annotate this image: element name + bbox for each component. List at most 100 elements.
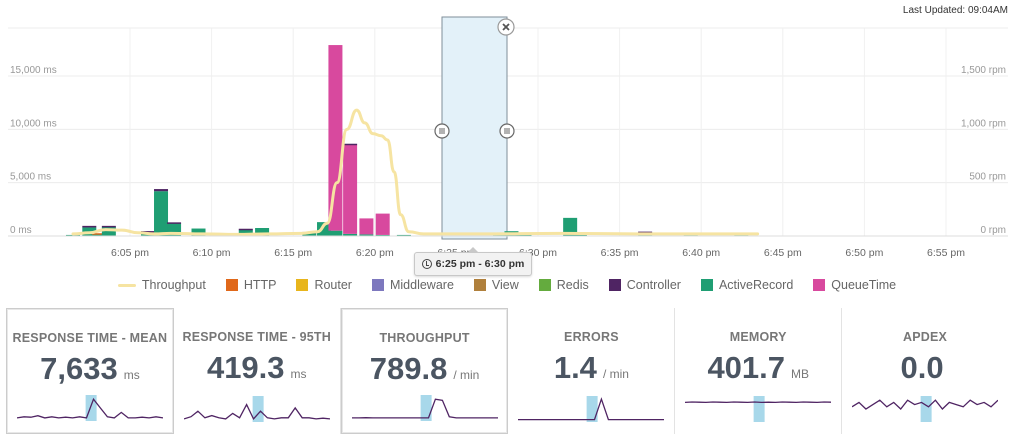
sparkline-highlight [920,396,932,422]
metric-panel-response-time-mean[interactable]: RESPONSE TIME - MEAN 7,633 ms [6,308,174,434]
chart-bar-ar[interactable] [154,191,169,236]
sparkline-path [351,398,498,419]
panel-value: 1.4 [553,350,597,385]
chart-bar-ctrl[interactable] [238,228,253,231]
x-axis-label: 6:50 pm [845,247,883,259]
chart-bar-qt[interactable] [343,144,358,234]
legend-item-http[interactable]: HTTP [225,276,276,294]
panel-title: MEMORY [729,330,787,344]
panel-unit: MB [791,367,810,381]
panel-value-row: 789.8 / min [342,351,508,387]
selection-handle-left[interactable] [434,123,450,139]
legend-swatch [813,279,826,291]
chart-bar-ar[interactable] [359,234,374,236]
y-axis-left-label: 5,000 ms [10,172,51,183]
legend-item-middleware[interactable]: Middleware [371,276,454,294]
panel-value-row: 7,633 ms [7,351,173,387]
x-axis-label: 6:40 pm [682,247,720,259]
chart-bar-ctrl[interactable] [101,225,116,228]
selection-range-text: 6:25 pm - 6:30 pm [435,258,525,270]
chart-bar-ar[interactable] [343,233,358,236]
chart-bar-ar[interactable] [191,228,206,236]
chart-bar-ctrl[interactable] [140,231,155,233]
chart-bar-ar[interactable] [101,226,116,236]
legend-swatch [225,279,238,291]
legend-label: Controller [626,278,681,292]
y-axis-right-label: 0 rpm [980,225,1006,236]
panel-value-row: 419.3 ms [174,350,340,386]
metric-panel-apdex[interactable]: APDEX 0.0 [842,308,1008,434]
x-axis-label: 6:45 pm [764,247,802,259]
legend-label: Router [314,278,352,292]
legend-label: Throughput [141,278,206,292]
sparkline-highlight [420,395,432,421]
sparkline-path [183,403,330,421]
panel-value: 0.0 [900,350,944,385]
legend-item-queuetime[interactable]: QueueTime [813,276,896,294]
sparkline [685,396,832,422]
chart-bar-ar[interactable] [328,230,343,236]
y-axis-right-label: 1,500 rpm [961,65,1006,76]
metric-panel-memory[interactable]: MEMORY 401.7 MB [675,308,843,434]
y-axis-right-label: 1,000 rpm [961,118,1006,129]
panel-unit: ms [290,367,307,381]
metric-panel-throughput[interactable]: THROUGHPUT 789.8 / min [340,308,509,434]
legend-swatch [538,279,551,291]
y-axis-right-label: 500 rpm [969,172,1006,183]
x-axis-label: 6:20 pm [356,247,394,259]
chart-bar-ar[interactable] [92,233,107,236]
chart-bar-qt[interactable] [328,45,343,231]
chart-legend: Throughput HTTP Router Middleware View Redis C… [0,276,1014,294]
panel-title: APDEX [903,330,948,344]
sparkline-path [518,397,665,421]
clock-icon [421,259,432,269]
x-axis-label: 6:05 pm [111,247,149,259]
sparkline [518,396,665,422]
chart-bar-ctrl[interactable] [343,143,358,146]
chart-bar-ctrl[interactable] [82,225,97,228]
legend-swatch [117,283,136,287]
x-axis-label: 6:15 pm [274,247,312,259]
selection-range-label: 6:25 pm - 6:30 pm [414,247,532,276]
sparkline-highlight [85,395,97,421]
legend-label: ActiveRecord [718,278,794,292]
chart-bar-ctrl[interactable] [154,189,169,192]
close-selection-icon[interactable] [497,18,515,36]
metric-panel-response-time-95th[interactable]: RESPONSE TIME - 95TH 419.3 ms [174,308,341,434]
chart-bar-ar[interactable] [517,234,532,237]
panel-unit: ms [123,368,140,382]
selection-band[interactable] [441,16,508,240]
legend-item-view[interactable]: View [473,276,519,294]
metric-panel-errors[interactable]: ERRORS 1.4 / min [508,308,676,434]
chart-bar-ctrl[interactable] [167,222,182,224]
chart-bar-ar[interactable] [563,217,578,236]
legend-item-router[interactable]: Router [296,276,352,294]
last-updated: Last Updated: 09:04AM [902,5,1008,16]
chart-bar-ar[interactable] [302,232,317,236]
legend-item-redis[interactable]: Redis [538,276,589,294]
panel-title: RESPONSE TIME - 95TH [182,330,331,344]
y-axis-left-label: 0 ms [10,225,32,236]
x-axis-label: 6:35 pm [601,247,639,259]
chart-bar-ar[interactable] [255,228,270,236]
chart-bar-http[interactable] [92,233,107,235]
legend-label: Redis [556,278,589,292]
panel-title: RESPONSE TIME - MEAN [12,331,168,345]
legend-item-controller[interactable]: Controller [608,276,681,294]
legend-item-activerecord[interactable]: ActiveRecord [700,276,794,294]
chart-bar-ar[interactable] [572,234,587,236]
chart-bar-qt[interactable] [375,213,390,235]
chart-bar-qt[interactable] [359,218,374,235]
response-time-chart[interactable]: 0 ms 5,000 ms 10,000 ms 15,000 ms 0 rpm 500 r… [0,0,1014,300]
panel-value: 401.7 [707,350,786,385]
legend-label: QueueTime [831,278,897,292]
selection-handle-right[interactable] [499,123,515,139]
legend-item-throughput[interactable]: Throughput [117,276,206,294]
chart-bar-ar[interactable] [317,222,332,236]
chart-bar-ar[interactable] [683,234,698,237]
y-axis-left-label: 15,000 ms [10,65,57,76]
legend-swatch [473,279,486,291]
y-axis-left-label: 10,000 ms [10,118,57,129]
legend-swatch [371,279,384,291]
chart-bar-ar[interactable] [238,229,253,236]
